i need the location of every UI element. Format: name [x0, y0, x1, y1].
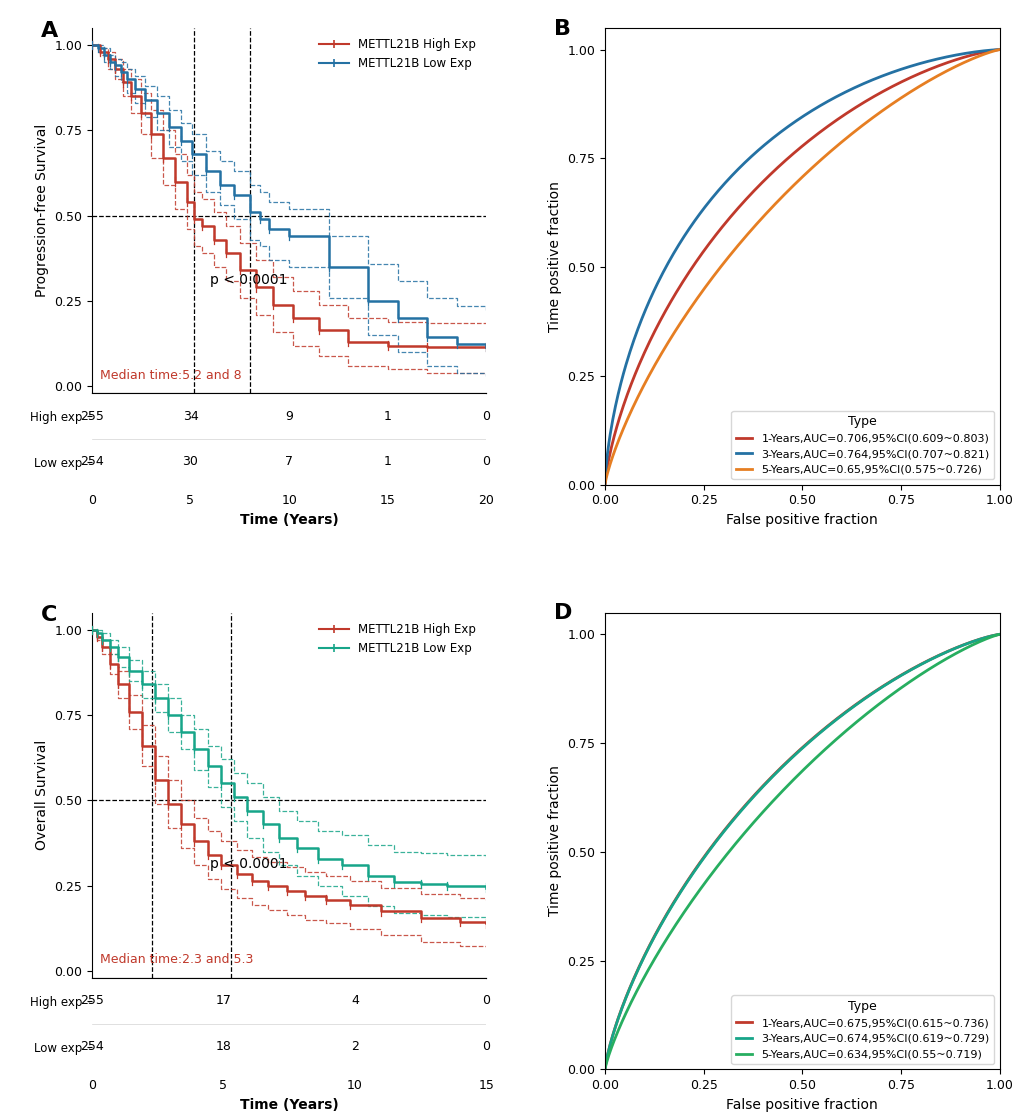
- 5-Years,AUC=0.634,95%CI(0.55~0.719): [956, 643, 968, 656]
- Line: 5-Years,AUC=0.65,95%CI(0.575~0.726): 5-Years,AUC=0.65,95%CI(0.575~0.726): [604, 50, 999, 485]
- 5-Years,AUC=0.65,95%CI(0.575~0.726): [599, 471, 611, 485]
- 3-Years,AUC=0.764,95%CI(0.707~0.821): [599, 458, 611, 471]
- Text: D: D: [553, 604, 572, 624]
- 3-Years,AUC=0.764,95%CI(0.707~0.821): [833, 88, 845, 101]
- Text: p < 0.0001: p < 0.0001: [210, 858, 287, 871]
- 1-Years,AUC=0.675,95%CI(0.615~0.736): [599, 1054, 611, 1067]
- 5-Years,AUC=0.65,95%CI(0.575~0.726): [832, 138, 844, 152]
- 3-Years,AUC=0.764,95%CI(0.707~0.821): [993, 43, 1005, 57]
- 1-Years,AUC=0.706,95%CI(0.609~0.803): [599, 467, 611, 480]
- Legend: METTL21B High Exp, METTL21B Low Exp: METTL21B High Exp, METTL21B Low Exp: [314, 618, 480, 659]
- 3-Years,AUC=0.674,95%CI(0.619~0.729): [930, 649, 943, 663]
- 1-Years,AUC=0.675,95%CI(0.615~0.736): [598, 1063, 610, 1076]
- 1-Years,AUC=0.706,95%CI(0.609~0.803): [833, 111, 845, 125]
- 1-Years,AUC=0.675,95%CI(0.615~0.736): [840, 705, 852, 719]
- X-axis label: Time (Years): Time (Years): [239, 1097, 338, 1112]
- Text: C: C: [41, 605, 57, 625]
- 5-Years,AUC=0.65,95%CI(0.575~0.726): [930, 69, 943, 82]
- 1-Years,AUC=0.706,95%CI(0.609~0.803): [930, 59, 943, 72]
- 3-Years,AUC=0.764,95%CI(0.707~0.821): [930, 52, 943, 66]
- Text: 34: 34: [182, 410, 198, 422]
- 3-Years,AUC=0.674,95%CI(0.619~0.729): [832, 711, 844, 724]
- Legend: METTL21B High Exp, METTL21B Low Exp: METTL21B High Exp, METTL21B Low Exp: [314, 33, 480, 75]
- 1-Years,AUC=0.706,95%CI(0.609~0.803): [598, 478, 610, 491]
- Text: 0: 0: [482, 995, 490, 1007]
- Text: 255: 255: [79, 410, 104, 422]
- Text: 254: 254: [79, 1040, 104, 1053]
- 1-Years,AUC=0.706,95%CI(0.609~0.803): [993, 43, 1005, 57]
- 5-Years,AUC=0.634,95%CI(0.55~0.719): [832, 731, 844, 744]
- 1-Years,AUC=0.706,95%CI(0.609~0.803): [832, 113, 844, 126]
- Legend: 1-Years,AUC=0.675,95%CI(0.615~0.736), 3-Years,AUC=0.674,95%CI(0.619~0.729), 5-Ye: 1-Years,AUC=0.675,95%CI(0.615~0.736), 3-…: [731, 995, 994, 1064]
- Line: 1-Years,AUC=0.706,95%CI(0.609~0.803): 1-Years,AUC=0.706,95%CI(0.609~0.803): [604, 50, 999, 485]
- Y-axis label: Overall Survival: Overall Survival: [35, 740, 49, 850]
- 5-Years,AUC=0.65,95%CI(0.575~0.726): [840, 131, 852, 145]
- Y-axis label: Time positive fraction: Time positive fraction: [547, 180, 561, 332]
- 1-Years,AUC=0.675,95%CI(0.615~0.736): [930, 649, 943, 663]
- 3-Years,AUC=0.764,95%CI(0.707~0.821): [956, 47, 968, 60]
- 3-Years,AUC=0.764,95%CI(0.707~0.821): [840, 85, 852, 98]
- 1-Years,AUC=0.675,95%CI(0.615~0.736): [833, 710, 845, 723]
- Text: 17: 17: [215, 995, 231, 1007]
- 5-Years,AUC=0.65,95%CI(0.575~0.726): [956, 57, 968, 70]
- 5-Years,AUC=0.634,95%CI(0.55~0.719): [993, 627, 1005, 641]
- X-axis label: False positive fraction: False positive fraction: [726, 1097, 877, 1112]
- Text: 9: 9: [285, 410, 292, 422]
- Text: p < 0.0001: p < 0.0001: [210, 273, 287, 286]
- Text: Median time:5.2 and 8: Median time:5.2 and 8: [100, 369, 242, 382]
- Y-axis label: Progression-free Survival: Progression-free Survival: [35, 124, 49, 297]
- 3-Years,AUC=0.674,95%CI(0.619~0.729): [598, 1063, 610, 1076]
- 3-Years,AUC=0.764,95%CI(0.707~0.821): [832, 89, 844, 102]
- 3-Years,AUC=0.674,95%CI(0.619~0.729): [833, 711, 845, 724]
- Text: 0: 0: [482, 410, 490, 422]
- 5-Years,AUC=0.65,95%CI(0.575~0.726): [833, 137, 845, 150]
- Text: 18: 18: [215, 1040, 231, 1053]
- Text: 0: 0: [482, 456, 490, 468]
- Text: 1: 1: [383, 410, 391, 422]
- Line: 1-Years,AUC=0.675,95%CI(0.615~0.736): 1-Years,AUC=0.675,95%CI(0.615~0.736): [604, 634, 999, 1069]
- 1-Years,AUC=0.706,95%CI(0.609~0.803): [956, 51, 968, 65]
- X-axis label: Time (Years): Time (Years): [239, 512, 338, 527]
- Text: 0: 0: [482, 1040, 490, 1053]
- Line: 3-Years,AUC=0.764,95%CI(0.707~0.821): 3-Years,AUC=0.764,95%CI(0.707~0.821): [604, 50, 999, 485]
- 3-Years,AUC=0.674,95%CI(0.619~0.729): [840, 705, 852, 719]
- 5-Years,AUC=0.634,95%CI(0.55~0.719): [833, 730, 845, 743]
- Text: 1: 1: [383, 456, 391, 468]
- Text: 30: 30: [182, 456, 199, 468]
- 1-Years,AUC=0.675,95%CI(0.615~0.736): [956, 638, 968, 652]
- Text: 2: 2: [351, 1040, 359, 1053]
- Legend: 1-Years,AUC=0.706,95%CI(0.609~0.803), 3-Years,AUC=0.764,95%CI(0.707~0.821), 5-Ye: 1-Years,AUC=0.706,95%CI(0.609~0.803), 3-…: [731, 411, 994, 479]
- 3-Years,AUC=0.674,95%CI(0.619~0.729): [993, 627, 1005, 641]
- 3-Years,AUC=0.674,95%CI(0.619~0.729): [956, 638, 968, 652]
- Text: 4: 4: [351, 995, 359, 1007]
- Line: 5-Years,AUC=0.634,95%CI(0.55~0.719): 5-Years,AUC=0.634,95%CI(0.55~0.719): [604, 634, 999, 1069]
- Text: Median time:2.3 and 5.3: Median time:2.3 and 5.3: [100, 954, 253, 967]
- X-axis label: False positive fraction: False positive fraction: [726, 512, 877, 527]
- 5-Years,AUC=0.634,95%CI(0.55~0.719): [840, 724, 852, 737]
- 3-Years,AUC=0.674,95%CI(0.619~0.729): [599, 1055, 611, 1068]
- 1-Years,AUC=0.675,95%CI(0.615~0.736): [832, 711, 844, 724]
- Text: B: B: [553, 19, 570, 39]
- 5-Years,AUC=0.634,95%CI(0.55~0.719): [599, 1057, 611, 1071]
- 5-Years,AUC=0.634,95%CI(0.55~0.719): [598, 1063, 610, 1076]
- Text: 7: 7: [285, 456, 292, 468]
- Text: 255: 255: [79, 995, 104, 1007]
- Text: 254: 254: [79, 456, 104, 468]
- 5-Years,AUC=0.65,95%CI(0.575~0.726): [993, 43, 1005, 57]
- Line: 3-Years,AUC=0.674,95%CI(0.619~0.729): 3-Years,AUC=0.674,95%CI(0.619~0.729): [604, 634, 999, 1069]
- Text: A: A: [41, 20, 58, 40]
- Y-axis label: Time positive fraction: Time positive fraction: [547, 765, 561, 917]
- 1-Years,AUC=0.675,95%CI(0.615~0.736): [993, 627, 1005, 641]
- 1-Years,AUC=0.706,95%CI(0.609~0.803): [840, 107, 852, 120]
- 5-Years,AUC=0.634,95%CI(0.55~0.719): [930, 657, 943, 671]
- 3-Years,AUC=0.764,95%CI(0.707~0.821): [598, 478, 610, 491]
- 5-Years,AUC=0.65,95%CI(0.575~0.726): [598, 478, 610, 491]
